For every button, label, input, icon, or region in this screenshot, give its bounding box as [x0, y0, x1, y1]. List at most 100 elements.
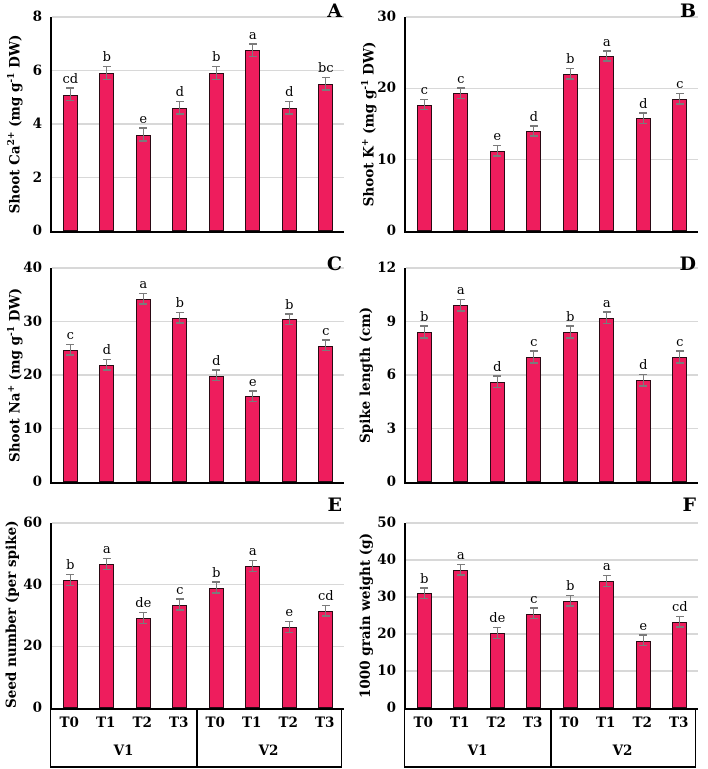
- error-bar-cap: [529, 350, 538, 352]
- error-bar: [325, 78, 327, 90]
- bar: [453, 305, 469, 482]
- error-bar: [496, 376, 498, 388]
- error-bar: [179, 599, 181, 610]
- gridline: [406, 158, 698, 161]
- error-bar: [423, 100, 425, 110]
- panel-letter: C: [326, 253, 342, 275]
- sig-letter: b: [212, 565, 221, 581]
- error-bar-cap: [456, 574, 465, 576]
- group-divider: [550, 708, 552, 766]
- error-bar: [569, 69, 571, 79]
- sig-letter: e: [139, 111, 148, 127]
- gridline: [52, 583, 344, 586]
- bar: [99, 364, 115, 482]
- error-bar-cap: [321, 339, 330, 341]
- sig-letter: e: [248, 374, 257, 390]
- plot-area: c c e d b a d c: [404, 16, 698, 233]
- y-axis-title-sup: +: [361, 138, 371, 147]
- sig-letter: de: [135, 596, 152, 612]
- gridline: [52, 123, 344, 125]
- bar: [416, 332, 432, 482]
- bar: [208, 587, 224, 708]
- group-label: V2: [258, 743, 279, 759]
- panel-letter: D: [679, 253, 696, 275]
- error-bar-cap: [66, 573, 75, 576]
- error-bar-cap: [175, 322, 184, 324]
- y-tick-label: 30: [23, 313, 42, 330]
- y-tick-label: 0: [32, 474, 42, 490]
- bar: [172, 317, 188, 482]
- error-bar: [679, 351, 681, 363]
- error-bar-cap: [602, 50, 611, 52]
- error-bar: [533, 126, 535, 136]
- y-tick-label: 10: [23, 420, 42, 437]
- error-bar-cap: [456, 87, 465, 89]
- error-bar-cap: [102, 358, 111, 361]
- y-axis-title: 1000 grain weight (g): [357, 523, 377, 708]
- bar: [453, 93, 469, 231]
- x-axis-table: T0 T1 T2 T3 T0 T1 T2 T3 V1 V2: [404, 708, 696, 768]
- error-bar: [606, 51, 608, 61]
- x-tick-label: T2: [486, 715, 506, 731]
- panel-F: F 1000 grain weight (g) 0 10 20 30 40 50 b a de c b a…: [354, 482, 708, 769]
- error-bar-cap: [285, 313, 294, 315]
- error-bar-cap: [212, 369, 221, 371]
- error-bar: [569, 326, 571, 338]
- bar: [562, 74, 578, 231]
- error-bar: [460, 300, 462, 311]
- bar: [489, 151, 505, 231]
- x-tick-label: T2: [278, 715, 298, 731]
- gridline: [406, 374, 698, 376]
- error-bar-cap: [420, 325, 429, 327]
- bar: [672, 621, 688, 708]
- bar: [489, 382, 505, 482]
- y-tick-label: 20: [377, 80, 396, 97]
- sig-letter: b: [420, 571, 429, 587]
- error-bar-cap: [321, 604, 330, 606]
- error-bar-cap: [493, 155, 502, 157]
- gridline: [52, 427, 344, 429]
- error-bar-cap: [566, 594, 575, 596]
- y-tick-label: 0: [386, 700, 396, 716]
- bar: [135, 299, 151, 482]
- error-bar: [423, 588, 425, 599]
- plot-area: b a de c b a e cd: [404, 522, 698, 710]
- error-bar: [606, 312, 608, 324]
- panel-C: C Shoot Na+ (mg g-1 DW) 0 10 20 30 40 c d a b d e b c: [0, 245, 354, 490]
- x-tick-label: T2: [632, 715, 652, 731]
- x-tick-label: T3: [315, 715, 335, 731]
- error-bar: [423, 326, 425, 338]
- gridline: [406, 16, 698, 18]
- plot-area: c d a b d e b c: [50, 267, 344, 484]
- sig-letter: b: [566, 309, 575, 325]
- group-label: V1: [467, 743, 488, 759]
- error-bar-cap: [675, 93, 684, 95]
- bar: [635, 380, 651, 482]
- bar: [135, 134, 151, 231]
- error-bar: [496, 146, 498, 156]
- error-bar-cap: [139, 292, 148, 295]
- gridline: [406, 427, 698, 429]
- bar: [281, 107, 297, 231]
- error-bar: [325, 605, 327, 616]
- x-tick-label: T3: [523, 715, 543, 731]
- y-tick-label: 6: [32, 62, 42, 79]
- sig-letter: c: [66, 328, 74, 344]
- gridline: [406, 633, 698, 635]
- sig-letter: a: [248, 27, 257, 43]
- error-bar-cap: [639, 112, 648, 114]
- error-bar-cap: [639, 634, 648, 636]
- error-bar-cap: [420, 587, 429, 589]
- error-bar-cap: [420, 98, 429, 101]
- sig-letter: d: [175, 85, 184, 101]
- bar: [281, 627, 297, 708]
- gridline: [52, 267, 344, 269]
- y-tick-label: 20: [23, 367, 42, 383]
- panel-letter: A: [327, 0, 342, 22]
- sig-letter: a: [456, 548, 465, 564]
- error-bar-cap: [529, 125, 538, 127]
- y-tick-label: 2: [32, 169, 42, 186]
- sig-letter: a: [602, 559, 611, 575]
- error-bar-cap: [102, 65, 111, 68]
- gridline: [52, 645, 344, 647]
